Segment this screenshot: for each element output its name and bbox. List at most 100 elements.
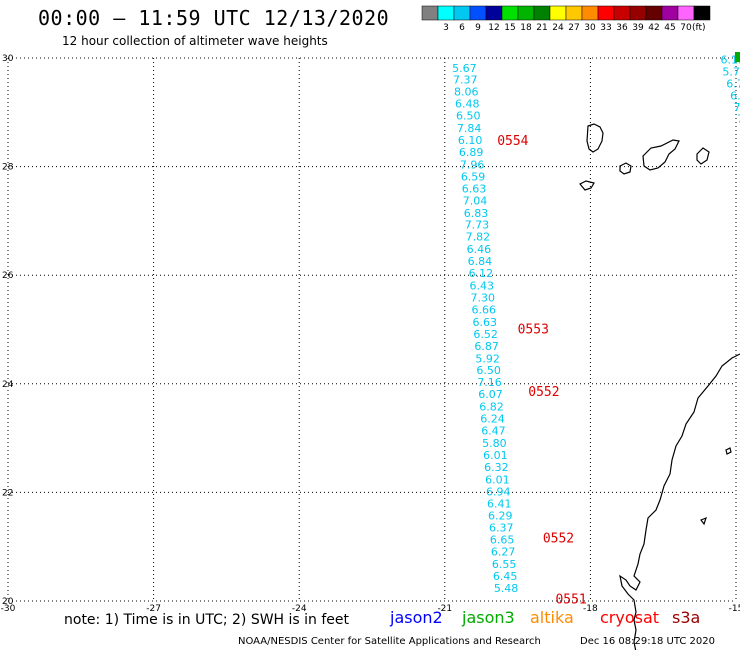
chart-subtitle: 12 hour collection of altimeter wave hei… — [62, 34, 328, 48]
legend-tick-label: 39 — [632, 23, 644, 33]
x-tick-label: -15 — [729, 604, 740, 614]
swh-label: 6.82 — [479, 401, 504, 414]
legend-swatch — [517, 5, 535, 21]
legend-swatch — [485, 5, 503, 21]
swh-label: 6.07 — [478, 388, 503, 401]
swh-label: 6.66 — [471, 303, 496, 316]
swh-label: 6.47 — [730, 89, 740, 102]
lat-lon-grid — [7, 57, 737, 602]
swh-label: 6.52 — [473, 328, 498, 341]
swh-label: 7.73 — [465, 219, 490, 232]
swh-label: 6.24 — [480, 413, 505, 426]
swh-label: 6.89 — [459, 146, 484, 159]
axis-tick-labels: -30 -27 -24 -21 -18 -15 20 22 24 26 28 30 — [1, 54, 740, 614]
swh-label: 6.47 — [481, 424, 506, 437]
coast-islet-2 — [725, 447, 732, 455]
swh-label: 6.87 — [474, 340, 499, 353]
swh-label: 6.50 — [476, 364, 501, 377]
legend-swatch — [453, 5, 471, 21]
edge-marker — [735, 52, 740, 62]
swh-label: 7.11 — [734, 101, 740, 114]
swh-label: 6.01 — [485, 473, 510, 486]
x-tick-label: -24 — [292, 604, 307, 614]
y-tick-label: 28 — [2, 163, 14, 173]
satellite-jason3: jason3 — [462, 608, 515, 627]
coast-islet-1 — [700, 516, 707, 526]
swh-label: 5.80 — [482, 437, 507, 450]
legend-unit: (ft) — [692, 23, 706, 33]
legend-tick-label: 30 — [584, 23, 596, 33]
legend-swatch — [693, 5, 711, 21]
satellite-jason2: jason2 — [390, 608, 443, 627]
legend-tick-label: 21 — [536, 23, 547, 33]
swh-label: 7.04 — [463, 194, 488, 207]
swh-label: 6.46 — [467, 243, 492, 256]
pass-number-label: 0554 — [497, 134, 528, 149]
legend-swatch — [533, 5, 551, 21]
swh-label: 6.50 — [456, 110, 481, 123]
swh-label: 6.10 — [458, 134, 483, 147]
legend-swatch — [677, 5, 695, 21]
swh-label: 6.65 — [490, 534, 515, 547]
x-tick-label: -18 — [583, 604, 598, 614]
legend-swatch — [645, 5, 663, 21]
x-tick-label: -27 — [146, 604, 161, 614]
swh-label: 7.84 — [457, 122, 482, 135]
legend-tick-label: 36 — [616, 23, 628, 33]
legend-tick-label: 9 — [475, 23, 481, 33]
swh-label: 7.8 — [737, 112, 740, 125]
satellite-cryosat: cryosat — [600, 608, 660, 627]
legend-tick-label: 45 — [664, 23, 675, 33]
legend-tick-label: 18 — [520, 23, 532, 33]
swh-label: 6.55 — [492, 558, 517, 571]
swh-label: 6.27 — [491, 546, 516, 559]
swh-label: 6.45 — [493, 570, 518, 583]
legend-tick-label: 24 — [552, 23, 564, 33]
pass-number-labels: 0554 0553 0552 0552 0551 — [497, 134, 587, 607]
canary-island-la-palma — [586, 123, 604, 153]
legend-swatch — [437, 5, 455, 21]
swh-label: 6.32 — [484, 461, 509, 474]
swh-label: 7.96 — [460, 158, 485, 171]
legend-swatch — [581, 5, 599, 21]
swh-label: 6.29 — [488, 510, 512, 523]
africa-coast — [619, 353, 740, 650]
swh-label: 5.48 — [494, 582, 519, 595]
pass-number-label: 0552 — [528, 385, 559, 400]
swh-label: 6.01 — [483, 449, 508, 462]
legend-tick-label: 15 — [504, 23, 515, 33]
legend-tick-label: 3 — [443, 23, 449, 33]
y-tick-label: 20 — [2, 597, 14, 607]
chart-title: 00:00 – 11:59 UTC 12/13/2020 — [38, 6, 390, 30]
pass-number-label: 0552 — [543, 532, 574, 547]
legend-swatch — [613, 5, 631, 21]
legend-swatch — [421, 5, 439, 21]
satellite-s3a: s3a — [672, 608, 701, 627]
swh-label: 6.12 — [469, 267, 494, 280]
legend-swatch — [565, 5, 583, 21]
swh-label: 6.48 — [455, 98, 480, 111]
swh-label: 6.41 — [487, 497, 512, 510]
canary-island-gran-canaria — [642, 139, 680, 171]
units-note: note: 1) Time is in UTC; 2) SWH is in fe… — [64, 612, 350, 628]
coastline — [579, 123, 740, 650]
swh-label: 6.43 — [470, 280, 495, 293]
swh-label: 6.84 — [468, 255, 493, 268]
legend-swatch — [629, 5, 647, 21]
swh-label: 6.63 — [462, 182, 487, 195]
pass-number-label: 0553 — [518, 323, 549, 338]
pass-number-label: 0551 — [555, 592, 586, 607]
legend-tick-label: 70 — [680, 23, 692, 33]
legend-tick-label: 33 — [600, 23, 611, 33]
generated-timestamp: Dec 16 08:29:18 UTC 2020 — [580, 636, 715, 647]
legend-swatch — [501, 5, 519, 21]
canary-island-east — [696, 147, 710, 165]
swh-label: 5.92 — [475, 352, 500, 365]
x-tick-label: -21 — [437, 604, 452, 614]
y-tick-label: 26 — [2, 271, 14, 281]
swh-label: 6.94 — [486, 485, 511, 498]
satellite-altika: altika — [530, 608, 574, 627]
legend-tick-label: 12 — [488, 23, 499, 33]
legend-swatch — [597, 5, 615, 21]
x-tick-label: -30 — [1, 604, 16, 614]
